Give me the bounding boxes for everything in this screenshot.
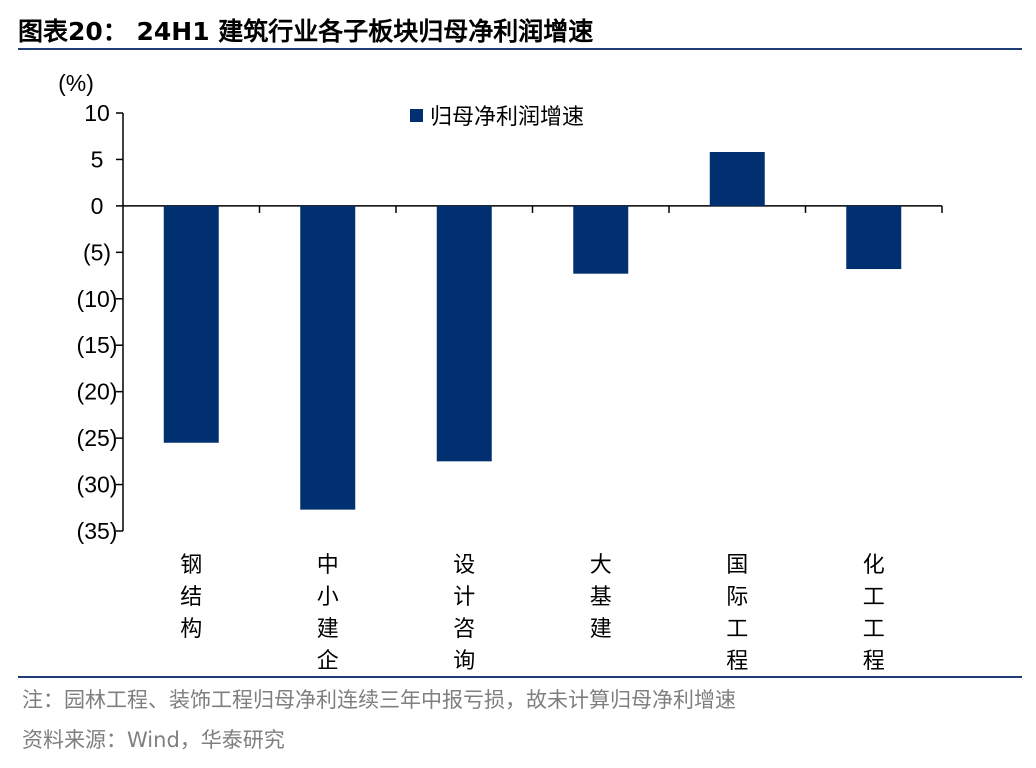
bar-2 bbox=[300, 205, 356, 510]
title-divider bbox=[18, 48, 1022, 50]
y-tick-label: (5) bbox=[83, 239, 111, 265]
y-tick-label: (10) bbox=[77, 286, 118, 312]
category-label: 大基建 bbox=[590, 553, 612, 642]
category-label: 设计咨询 bbox=[453, 553, 475, 670]
legend-label: 归母净利润增速 bbox=[430, 105, 584, 130]
bar-4 bbox=[573, 205, 629, 274]
bar-chart: (%) 10 5 0 (5) (10) (15) (20) (25) (30) (35) 钢结构 中小建… bbox=[58, 70, 943, 670]
y-tick-label: (30) bbox=[77, 472, 118, 498]
y-tick-label: 5 bbox=[91, 146, 104, 172]
y-tick-label: 0 bbox=[91, 193, 104, 219]
bar-1 bbox=[163, 205, 219, 443]
y-axis-unit-label: (%) bbox=[58, 70, 94, 96]
y-tick-label: (20) bbox=[77, 379, 118, 405]
footnote: 注：园林工程、装饰工程归母净利连续三年中报亏损，故未计算归母净利增速 bbox=[22, 688, 736, 712]
category-label: 中小建企 bbox=[317, 553, 339, 670]
y-tick-label: 10 bbox=[84, 100, 110, 126]
y-tick-label: (35) bbox=[77, 518, 118, 544]
bar-5 bbox=[709, 152, 765, 206]
category-label: 钢结构 bbox=[180, 553, 202, 642]
figure-title: 图表20： 24H1 建筑行业各子板块归母净利润增速 bbox=[18, 17, 594, 46]
footer-divider bbox=[18, 676, 1022, 678]
category-label: 化工工程 bbox=[863, 553, 885, 670]
source-note: 资料来源：Wind，华泰研究 bbox=[22, 728, 285, 752]
category-label: 国际工程 bbox=[726, 553, 748, 670]
bar-6 bbox=[846, 205, 902, 270]
bar-3 bbox=[436, 205, 492, 462]
y-tick-label: (25) bbox=[77, 425, 118, 451]
y-tick-label: (15) bbox=[77, 332, 118, 358]
legend-swatch bbox=[410, 109, 423, 122]
